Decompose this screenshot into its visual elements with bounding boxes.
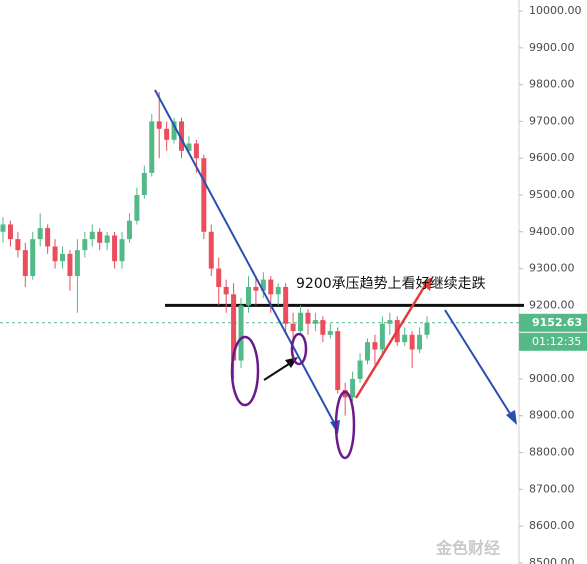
candle-body bbox=[112, 235, 118, 262]
candle-body bbox=[238, 305, 244, 361]
candle-body bbox=[335, 331, 341, 390]
candle-body bbox=[0, 224, 6, 232]
candle-body bbox=[201, 158, 207, 232]
candle-body bbox=[97, 231, 103, 243]
candle-body bbox=[216, 268, 222, 287]
plot: 10000.00 9900.00 9800.00 9700.00 9600.00 9500… bbox=[0, 4, 582, 564]
candle-body bbox=[305, 312, 311, 324]
y-tick-label: 9800.00 bbox=[529, 78, 575, 91]
candle-body bbox=[193, 143, 199, 159]
candle-body bbox=[141, 172, 147, 195]
highlight-ellipse bbox=[290, 332, 308, 366]
candle-body bbox=[134, 194, 140, 221]
candle-body bbox=[327, 331, 333, 335]
candle-body bbox=[357, 360, 363, 379]
y-tick-label: 9700.00 bbox=[529, 114, 575, 127]
candle-body bbox=[417, 334, 423, 350]
candle-body bbox=[424, 322, 430, 335]
candle-body bbox=[231, 294, 237, 361]
y-tick-label: 9000.00 bbox=[529, 372, 575, 385]
candle-body bbox=[45, 228, 51, 247]
candle-body bbox=[15, 239, 21, 251]
candle-body bbox=[260, 279, 266, 291]
projection-arrow bbox=[444, 309, 515, 421]
y-tick-label: 9600.00 bbox=[529, 151, 575, 164]
candle-body bbox=[149, 121, 155, 173]
candle-body bbox=[89, 231, 95, 240]
y-tick-label: 9300.00 bbox=[529, 262, 575, 275]
candle-body bbox=[171, 121, 177, 140]
watermark: 金色财经 bbox=[435, 539, 500, 558]
candle-body bbox=[164, 128, 170, 140]
candle-body bbox=[104, 235, 110, 243]
candle-body bbox=[253, 286, 259, 291]
candle-body bbox=[30, 239, 36, 276]
candle-body bbox=[22, 250, 28, 276]
y-tick-label: 9500.00 bbox=[529, 188, 575, 201]
y-tick-label: 8700.00 bbox=[529, 482, 575, 495]
y-tick-label: 9200.00 bbox=[529, 298, 575, 311]
candle-body bbox=[186, 143, 192, 151]
candle-body bbox=[402, 334, 408, 343]
y-tick-label: 8800.00 bbox=[529, 446, 575, 459]
candle-body bbox=[82, 239, 88, 251]
countdown-tag bbox=[519, 332, 587, 351]
candle-body bbox=[409, 334, 415, 350]
y-tick-label: 8600.00 bbox=[529, 519, 575, 532]
candle-body bbox=[119, 239, 125, 262]
price-label: 9152.63 bbox=[532, 316, 582, 329]
candle-body bbox=[275, 286, 281, 295]
candle-body bbox=[364, 342, 370, 361]
candle-body bbox=[387, 320, 393, 324]
arrow-head bbox=[506, 410, 517, 425]
y-tick-label: 9400.00 bbox=[529, 225, 575, 238]
candle-body bbox=[179, 121, 185, 151]
candle-body bbox=[350, 378, 356, 398]
highlight-ellipse bbox=[230, 335, 260, 407]
trend-arrow bbox=[154, 89, 339, 431]
candle-body bbox=[320, 320, 326, 335]
candle-body bbox=[126, 220, 132, 240]
candle-body bbox=[60, 253, 66, 262]
candle-body bbox=[372, 342, 378, 350]
y-tick-label: 9900.00 bbox=[529, 41, 575, 54]
candle-body bbox=[268, 279, 274, 295]
candle-body bbox=[156, 121, 162, 129]
arrow-head bbox=[421, 277, 432, 291]
pointer-arrow bbox=[263, 361, 293, 381]
y-tick-label: 8500.00 bbox=[529, 556, 575, 564]
candle-body bbox=[290, 323, 296, 332]
y-tick-label: 8900.00 bbox=[529, 409, 575, 422]
candle-body bbox=[37, 228, 43, 240]
countdown-label: 01:12:35 bbox=[532, 335, 581, 348]
candle-body bbox=[245, 286, 251, 306]
candle-body bbox=[298, 312, 304, 332]
rebound-arrow bbox=[354, 283, 428, 399]
candle-body bbox=[379, 323, 385, 350]
candle-body bbox=[7, 224, 13, 240]
candle-body bbox=[208, 231, 214, 269]
candle-body bbox=[67, 253, 73, 276]
candle-body bbox=[312, 320, 318, 324]
candle-body bbox=[223, 286, 229, 295]
candle-body bbox=[74, 250, 80, 276]
candle-body bbox=[283, 286, 289, 324]
price-tag bbox=[519, 313, 587, 332]
y-tick-label: 10000.00 bbox=[529, 4, 582, 17]
highlight-ellipse bbox=[334, 390, 356, 460]
annotation: 9200承压趋势上看好继续走跌 bbox=[296, 275, 486, 292]
candle-body bbox=[52, 246, 58, 262]
candle-body bbox=[342, 389, 348, 398]
